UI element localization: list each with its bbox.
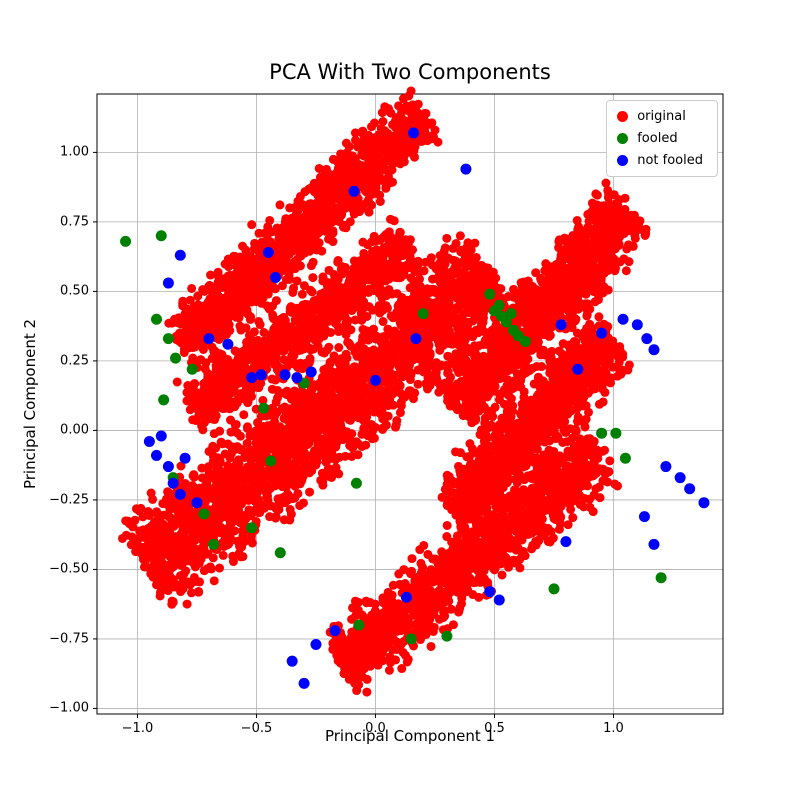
legend-entry-not-fooled: not fooled <box>617 153 703 168</box>
chart-title: PCA With Two Components <box>269 60 551 84</box>
y-tick-label: −0.75 <box>49 631 89 647</box>
y-tick-label: 0.00 <box>60 422 89 438</box>
legend-marker-icon <box>617 133 629 144</box>
x-tick-label: −1.0 <box>121 721 154 736</box>
legend-entry-fooled: fooled <box>617 131 703 146</box>
legend-label: original <box>637 109 686 124</box>
y-tick-label: −0.25 <box>49 492 89 508</box>
x-tick-label: 1.0 <box>603 721 624 736</box>
legend-entry-original: original <box>617 109 703 124</box>
legend-marker-icon <box>617 111 629 122</box>
x-tick-label: 0.5 <box>484 721 505 736</box>
x-tick-label: −0.5 <box>240 721 273 736</box>
y-tick-label: 1.00 <box>60 144 89 160</box>
y-tick-label: 0.75 <box>60 214 89 230</box>
legend: original fooled not fooled <box>606 100 718 177</box>
y-tick-label: 0.50 <box>60 283 89 299</box>
legend-label: fooled <box>637 131 678 146</box>
y-tick-label: −1.00 <box>49 700 89 716</box>
y-tick-label: −0.50 <box>49 561 89 577</box>
y-tick-label: 0.25 <box>60 353 89 369</box>
x-axis-label: Principal Component 1 <box>324 727 496 745</box>
y-axis-label: Principal Component 2 <box>21 318 39 490</box>
legend-marker-icon <box>617 155 629 166</box>
legend-label: not fooled <box>637 153 703 168</box>
x-tick-label: 0.0 <box>365 721 386 736</box>
